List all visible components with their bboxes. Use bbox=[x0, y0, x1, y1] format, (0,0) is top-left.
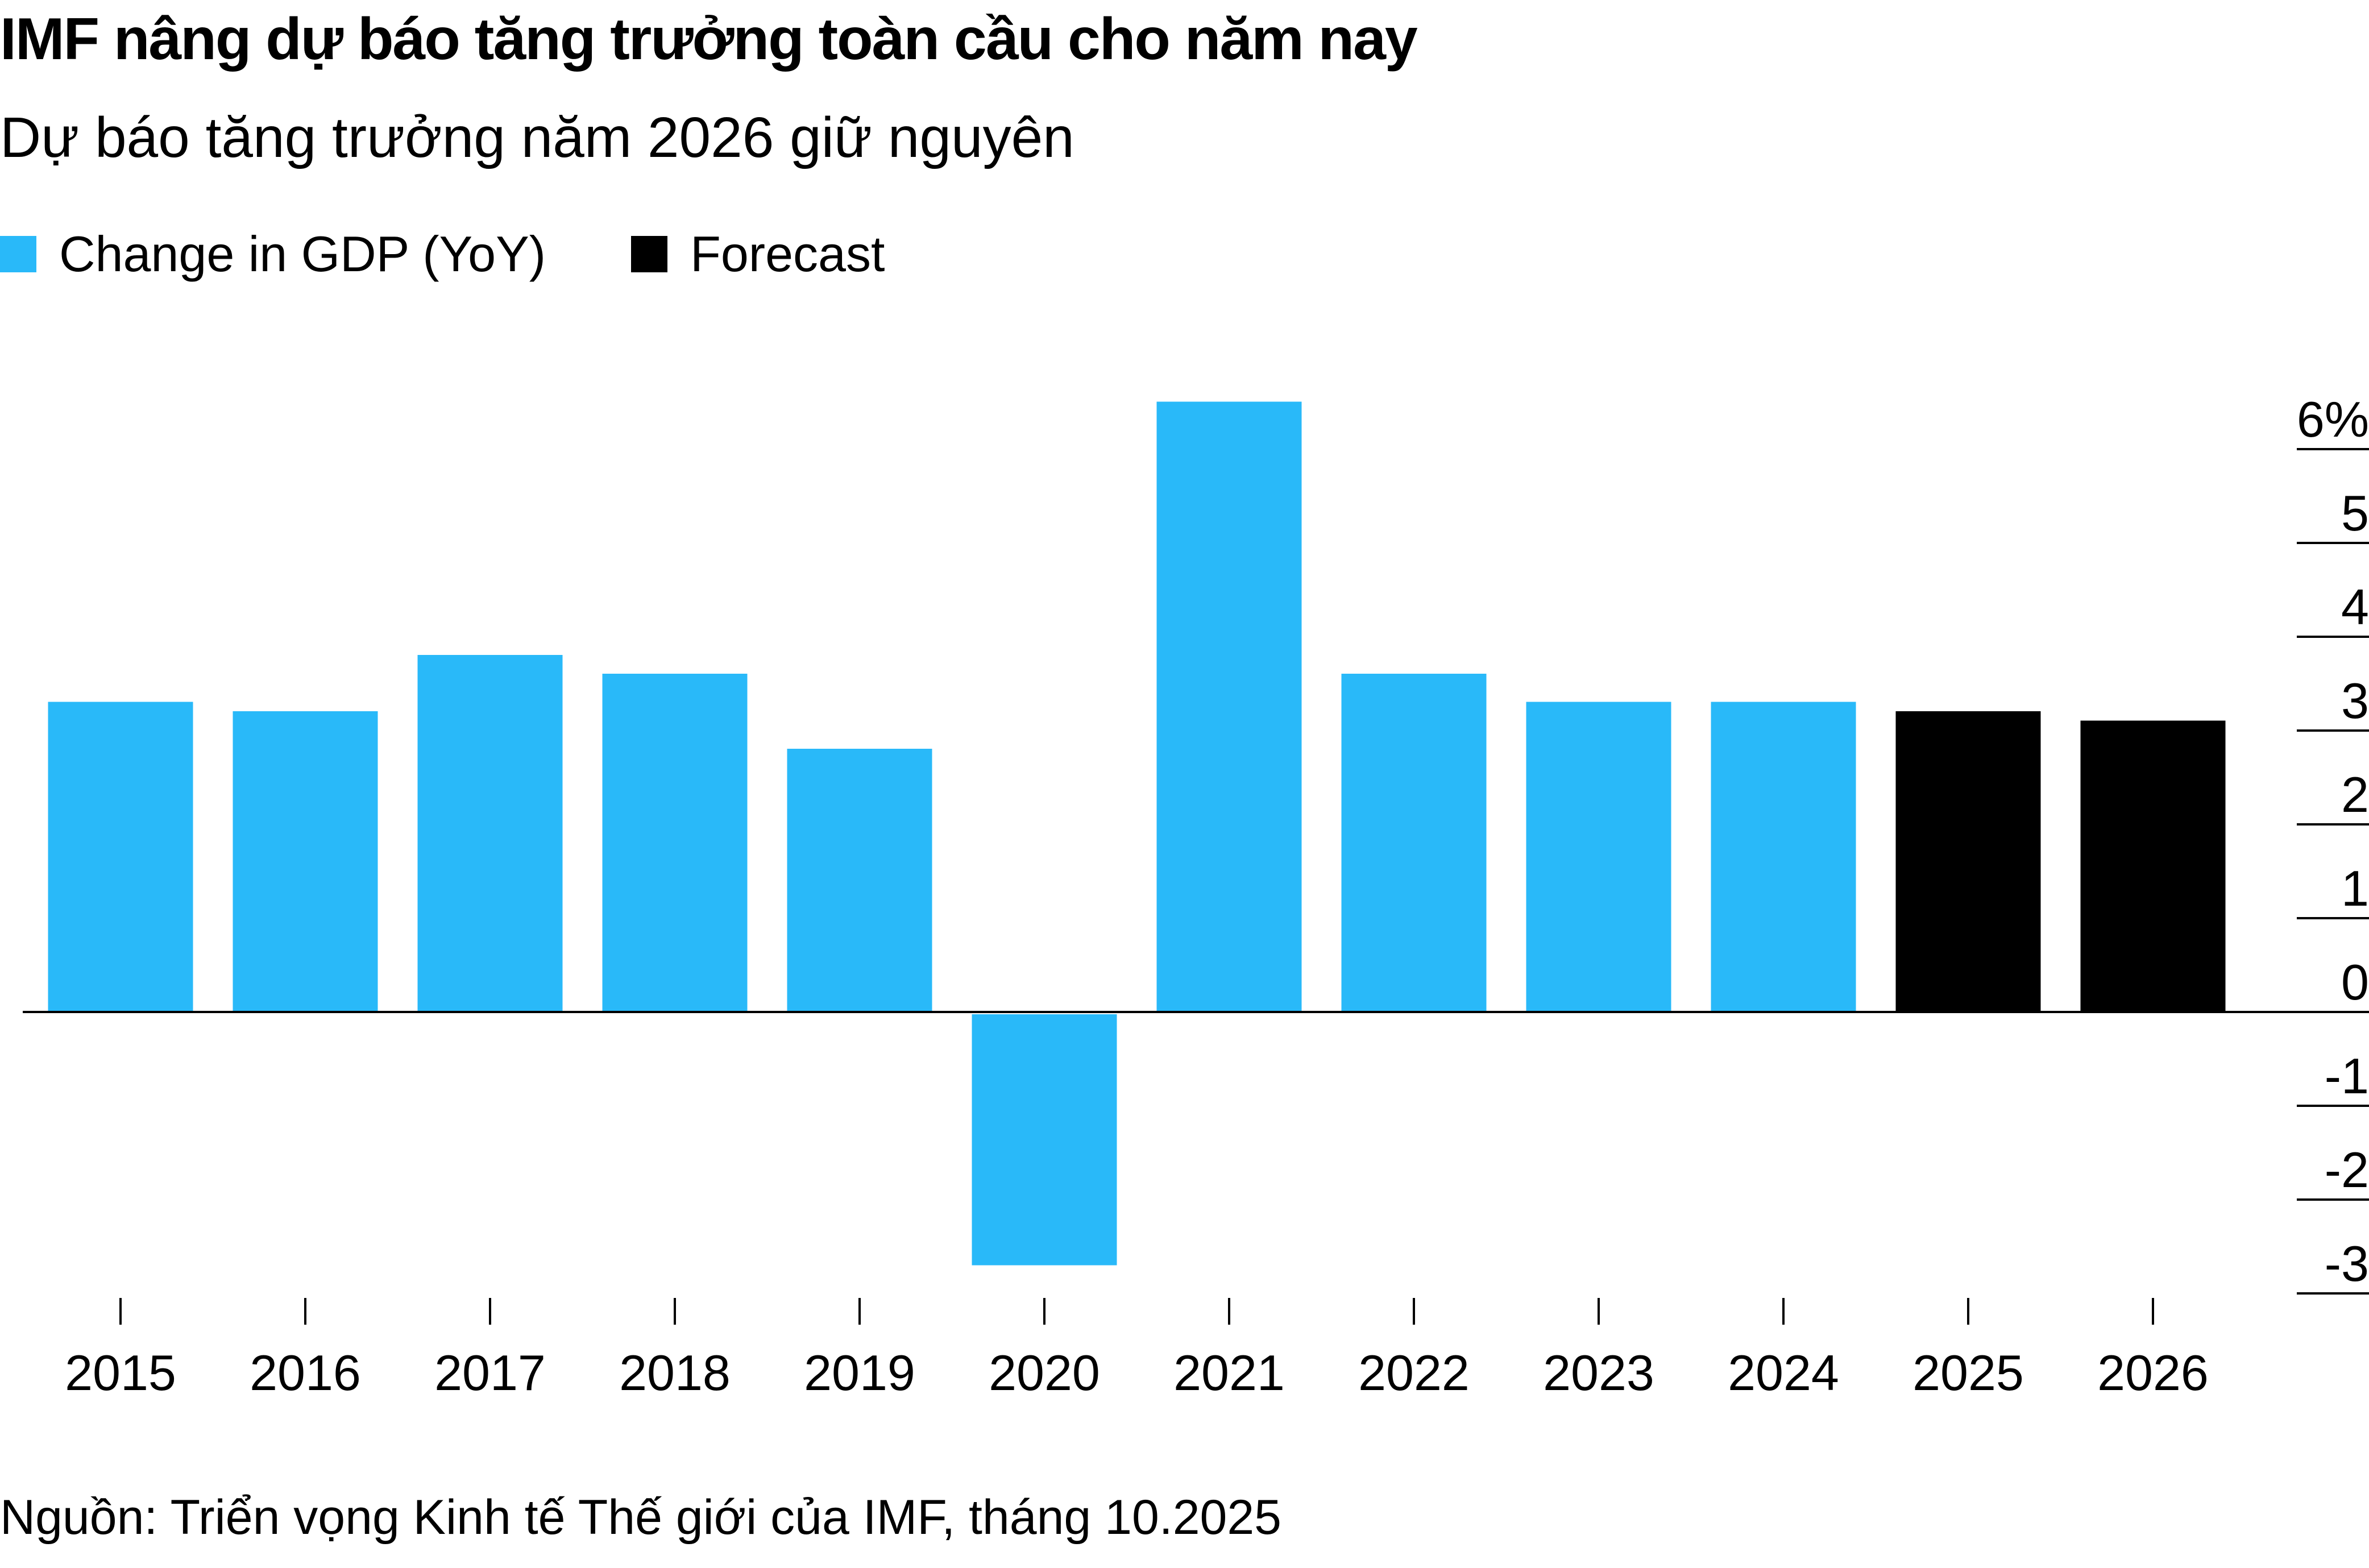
x-tick-label-2026: 2026 bbox=[2097, 1345, 2209, 1401]
x-tick-label-2025: 2025 bbox=[1912, 1345, 2024, 1401]
bar-2018 bbox=[602, 674, 748, 1011]
source-note: Nguồn: Triển vọng Kinh tế Thế giới của I… bbox=[0, 1490, 1282, 1545]
chart-title: IMF nâng dự báo tăng trưởng toàn cầu cho… bbox=[0, 6, 1418, 72]
legend-swatch-forecast bbox=[631, 236, 668, 272]
legend-item-forecast: Forecast bbox=[631, 225, 885, 283]
y-tick-label-0: 0 bbox=[2341, 954, 2369, 1010]
legend-item-actual: Change in GDP (YoY) bbox=[0, 225, 546, 283]
x-tick-label-2024: 2024 bbox=[1728, 1345, 1839, 1401]
x-tick-label-2015: 2015 bbox=[65, 1345, 176, 1401]
bar-2015 bbox=[48, 702, 193, 1011]
y-tick-label--2: -2 bbox=[2325, 1142, 2369, 1198]
legend-label-actual: Change in GDP (YoY) bbox=[59, 226, 546, 282]
x-tick-label-2022: 2022 bbox=[1358, 1345, 1470, 1401]
bar-2017 bbox=[417, 655, 563, 1011]
y-tick-label-1: 1 bbox=[2341, 860, 2369, 916]
y-tick-label-5: 5 bbox=[2341, 485, 2369, 541]
chart-subtitle: Dự báo tăng trưởng năm 2026 giữ nguyên bbox=[0, 106, 1074, 169]
x-tick-label-2018: 2018 bbox=[619, 1345, 731, 1401]
bar-2026 bbox=[2080, 720, 2226, 1011]
y-tick-label-6: 6% bbox=[2297, 391, 2369, 447]
legend-swatch-actual bbox=[0, 236, 36, 272]
x-tick-label-2020: 2020 bbox=[989, 1345, 1100, 1401]
x-tick-label-2023: 2023 bbox=[1543, 1345, 1654, 1401]
bar-2025 bbox=[1895, 711, 2041, 1011]
y-tick-label--1: -1 bbox=[2325, 1048, 2369, 1104]
bar-2023 bbox=[1526, 702, 1671, 1011]
x-tick-label-2021: 2021 bbox=[1173, 1345, 1285, 1401]
x-tick-label-2016: 2016 bbox=[250, 1345, 361, 1401]
y-tick-label-2: 2 bbox=[2341, 766, 2369, 823]
y-tick-label-4: 4 bbox=[2341, 579, 2369, 635]
bar-2022 bbox=[1341, 674, 1487, 1011]
y-tick-label-3: 3 bbox=[2341, 673, 2369, 729]
bar-2021 bbox=[1156, 401, 1302, 1011]
bar-2024 bbox=[1711, 702, 1856, 1011]
x-tick-label-2017: 2017 bbox=[434, 1345, 546, 1401]
bar-2016 bbox=[233, 711, 378, 1011]
legend-label-forecast: Forecast bbox=[690, 226, 885, 282]
x-tick-label-2019: 2019 bbox=[804, 1345, 915, 1401]
legend: Change in GDP (YoY) Forecast bbox=[0, 223, 970, 285]
y-tick-label--3: -3 bbox=[2325, 1235, 2369, 1292]
bar-2019 bbox=[787, 749, 932, 1011]
bar-2020 bbox=[972, 1014, 1117, 1266]
